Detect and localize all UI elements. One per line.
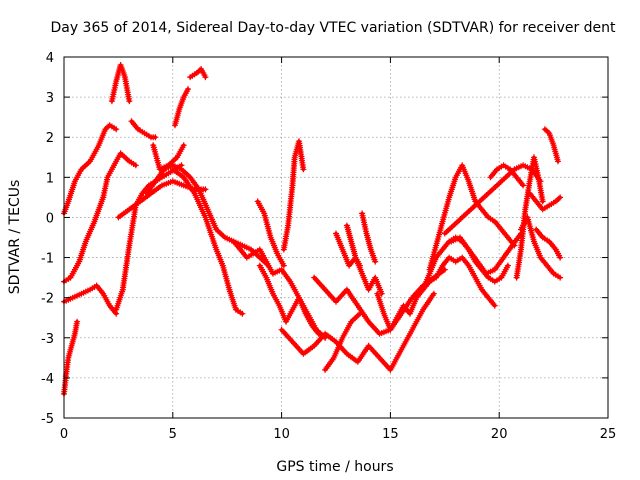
series-28 bbox=[448, 230, 524, 277]
series-markers bbox=[526, 190, 564, 213]
series-24 bbox=[374, 254, 498, 333]
series-4 bbox=[61, 282, 120, 317]
series-markers bbox=[187, 66, 209, 81]
series-6 bbox=[113, 162, 185, 313]
y-tick-label: 4 bbox=[46, 51, 54, 66]
series-markers bbox=[533, 226, 564, 261]
series-markers bbox=[322, 310, 363, 373]
series-markers bbox=[61, 282, 120, 317]
series-5 bbox=[108, 62, 133, 105]
y-tick-label: 0 bbox=[46, 211, 54, 226]
y-tick-label: -1 bbox=[41, 252, 54, 267]
series-markers bbox=[374, 254, 498, 333]
series-markers bbox=[518, 214, 564, 281]
series-markers bbox=[343, 222, 363, 269]
x-tick-label: 15 bbox=[382, 427, 399, 442]
series-8 bbox=[128, 118, 159, 141]
series-31 bbox=[518, 214, 564, 281]
data-series-group bbox=[61, 62, 564, 397]
y-tick-label: 2 bbox=[46, 131, 54, 146]
series-20 bbox=[322, 310, 363, 373]
series-29 bbox=[487, 162, 527, 189]
series-1 bbox=[61, 150, 139, 285]
series-markers bbox=[448, 230, 524, 277]
chart-title: Day 365 of 2014, Sidereal Day-to-day VTE… bbox=[50, 20, 616, 36]
y-axis-label: SDTVAR / TECUs bbox=[7, 180, 23, 295]
y-tick-label: -5 bbox=[41, 412, 54, 427]
series-markers bbox=[278, 290, 437, 373]
x-tick-label: 0 bbox=[60, 427, 68, 442]
series-18 bbox=[278, 290, 437, 373]
series-15 bbox=[254, 198, 287, 269]
plot-frame bbox=[63, 56, 609, 419]
x-axis-label: GPS time / hours bbox=[276, 459, 393, 475]
y-tick-label: 3 bbox=[46, 91, 54, 106]
series-13 bbox=[169, 166, 246, 317]
series-markers bbox=[108, 62, 133, 105]
series-markers bbox=[172, 86, 191, 129]
series-22 bbox=[343, 222, 363, 269]
series-markers bbox=[487, 162, 527, 189]
series-markers bbox=[113, 162, 185, 313]
series-34 bbox=[533, 226, 564, 261]
x-tick-label: 20 bbox=[491, 427, 508, 442]
series-26 bbox=[426, 162, 518, 273]
series-markers bbox=[426, 162, 518, 273]
series-10 bbox=[172, 86, 191, 129]
series-32 bbox=[526, 190, 564, 213]
y-tick-label: -3 bbox=[41, 332, 54, 347]
y-tick-label: 1 bbox=[46, 171, 54, 186]
series-trace bbox=[62, 123, 118, 216]
series-markers bbox=[541, 126, 561, 165]
x-tick-label: 5 bbox=[169, 427, 177, 442]
axis-ticks: 0 5 10 15 20 25 -5 -4 -3 -2 -1 0 1 2 3 4 bbox=[41, 51, 616, 442]
x-tick-label: 25 bbox=[600, 427, 617, 442]
series-markers bbox=[128, 118, 159, 141]
series-11 bbox=[187, 66, 209, 81]
series-markers bbox=[169, 166, 246, 317]
y-tick-label: -4 bbox=[41, 372, 54, 387]
series-markers bbox=[359, 210, 379, 265]
series-33 bbox=[541, 126, 561, 165]
x-tick-label: 10 bbox=[273, 427, 290, 442]
series-markers bbox=[280, 138, 307, 253]
series-16 bbox=[256, 262, 329, 341]
series-17 bbox=[280, 138, 307, 253]
series-markers bbox=[256, 262, 329, 341]
grid-lines bbox=[64, 57, 608, 418]
series-markers bbox=[254, 198, 287, 269]
series-23 bbox=[359, 210, 379, 265]
series-3 bbox=[61, 318, 81, 397]
y-tick-label: -2 bbox=[41, 292, 54, 307]
